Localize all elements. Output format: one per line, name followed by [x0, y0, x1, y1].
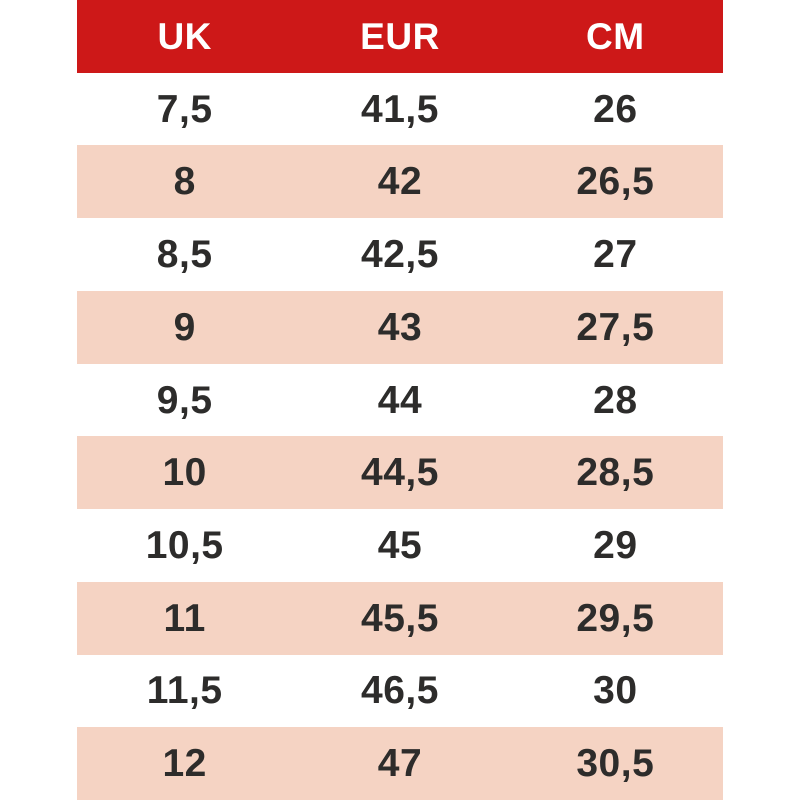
table-row: 10 44,5 28,5 [77, 436, 723, 510]
cell-uk: 11 [163, 596, 206, 640]
table-row: 8 42 26,5 [77, 145, 723, 219]
cell-eur: 44 [377, 378, 423, 422]
cell-uk: 10 [162, 451, 207, 495]
cell-uk: 7,5 [156, 87, 213, 131]
cell-cm: 28,5 [576, 451, 655, 495]
table-row: 8,5 42,5 27 [77, 218, 723, 291]
cell-eur: 47 [377, 742, 423, 786]
cell-cm: 29,5 [576, 596, 655, 640]
cell-cm: 27,5 [576, 305, 655, 349]
cell-cm: 26 [593, 87, 638, 131]
cell-cm: 30 [593, 669, 638, 713]
cell-eur: 46,5 [361, 669, 439, 713]
cell-cm: 27 [593, 233, 638, 277]
size-conversion-table: UK EUR CM 7,5 41,5 26 8 42 26,5 8,5 42,5… [77, 0, 723, 800]
cell-eur: 43 [377, 305, 423, 349]
table-row: 11,5 46,5 30 [77, 655, 723, 728]
cell-uk: 8,5 [156, 233, 213, 277]
cell-eur: 45 [377, 524, 423, 567]
table-row: 11 45,5 29,5 [77, 581, 723, 655]
table-row: 9,5 44 28 [77, 364, 723, 437]
cell-uk: 12 [162, 742, 207, 786]
cell-eur: 45,5 [361, 596, 439, 640]
cell-uk: 11,5 [146, 669, 223, 713]
table-row: 10,5 45 29 [77, 509, 723, 582]
cell-cm: 29 [593, 524, 638, 567]
cell-uk: 9,5 [156, 378, 213, 422]
table-row: 12 47 30,5 [77, 727, 723, 800]
table-row: 7,5 41,5 26 [77, 73, 723, 146]
column-header-eur: EUR [360, 15, 440, 57]
column-header-uk: UK [157, 15, 212, 57]
column-header-cm: CM [586, 15, 645, 57]
cell-eur: 44,5 [361, 451, 439, 495]
cell-cm: 26,5 [576, 160, 655, 204]
cell-cm: 28 [593, 378, 638, 422]
cell-eur: 42,5 [361, 233, 439, 277]
cell-eur: 41,5 [361, 87, 439, 131]
cell-uk: 9 [173, 305, 196, 349]
cell-cm: 30,5 [576, 742, 655, 786]
cell-uk: 8 [173, 160, 196, 204]
table-header-row: UK EUR CM [77, 0, 723, 73]
cell-uk: 10,5 [145, 524, 224, 567]
cell-eur: 42 [377, 160, 423, 204]
table-row: 9 43 27,5 [77, 290, 723, 364]
